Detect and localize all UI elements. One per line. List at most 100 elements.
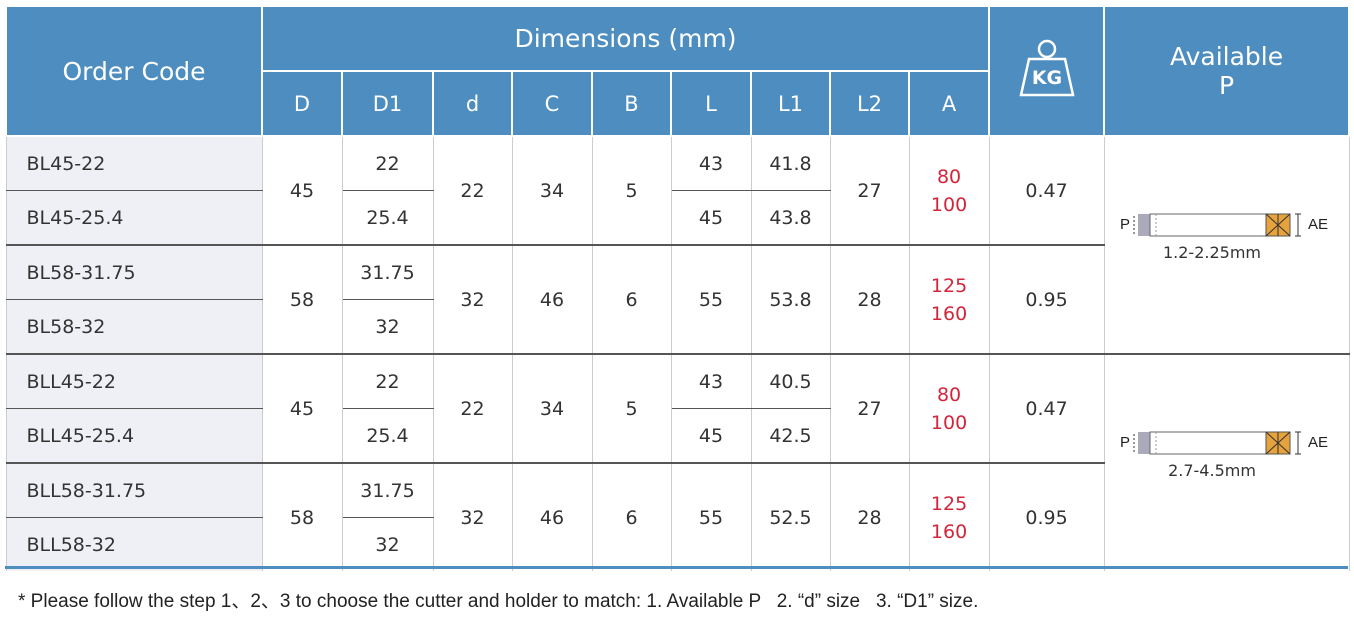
- a-value: 125: [930, 274, 968, 297]
- cell-kg: 0.47: [988, 353, 1105, 463]
- a-value: 160: [930, 520, 968, 543]
- p-label: P: [1120, 434, 1130, 451]
- a-value: 160: [930, 302, 968, 325]
- a-value: 100: [930, 193, 968, 216]
- cell-l: 43: [670, 136, 752, 191]
- cell-d1: 31.75: [341, 462, 434, 518]
- cell-d1: 31.75: [341, 244, 434, 300]
- order-code: BL58-31.75: [5, 244, 263, 300]
- order-code: BL45-22: [5, 136, 263, 191]
- column-header: L1: [750, 70, 831, 137]
- diagram-shape: [1265, 431, 1290, 454]
- cell-kg: 0.47: [988, 136, 1105, 245]
- cell-d1: 22: [341, 136, 434, 191]
- cell-d: 32: [432, 244, 513, 354]
- table-row: BL58-31.75 58 31.75 32 46 6 55 53.8 28 125 160 0.95: [5, 244, 1349, 354]
- diagram-shape: [1149, 431, 1285, 454]
- order-code: BL45-25.4: [5, 190, 263, 245]
- cell-l2: 27: [829, 353, 910, 463]
- cell-a: 125 160: [908, 462, 990, 571]
- a-value: 100: [930, 411, 968, 434]
- insert-diagram: P AE 2.7-4.5mm: [1120, 431, 1328, 480]
- cell-d1: 22: [341, 353, 434, 409]
- a-value: 80: [936, 383, 962, 406]
- header-available-p: Available P: [1103, 5, 1351, 137]
- cell-d: 22: [432, 353, 513, 463]
- weight-icon: KG: [1019, 39, 1075, 97]
- header-order-code: Order Code: [5, 5, 263, 137]
- cell-l1: 40.5: [750, 353, 831, 409]
- order-code: BLL45-22: [5, 353, 263, 409]
- cell-d1: 32: [341, 299, 434, 354]
- cell-l: 45: [670, 408, 752, 463]
- table-row: BL45-22 45 22 22 34 5 43 41.8 27 80 100 0.47 P AE 1.2-…: [5, 136, 1350, 354]
- cell-l1: 43.8: [750, 190, 831, 245]
- cell-d: 22: [432, 136, 513, 245]
- cell-l2: 28: [829, 462, 910, 571]
- cell-a: 80 100: [908, 136, 990, 245]
- diagram-shape: [1137, 213, 1150, 236]
- order-code: BLL58-31.75: [5, 462, 263, 518]
- cell-l1: 53.8: [750, 244, 831, 354]
- diagram-shape: [1149, 213, 1285, 236]
- range-label: 1.2-2.25mm: [1163, 243, 1261, 262]
- column-header: A: [907, 70, 991, 137]
- column-header: L: [670, 70, 752, 137]
- column-header: d: [432, 70, 513, 137]
- diagram-shape: [1137, 431, 1150, 454]
- cell-kg: 0.95: [988, 462, 1105, 571]
- table-row: BL58-32 32: [5, 299, 1349, 354]
- insert-diagram: P AE 1.2-2.25mm: [1120, 213, 1328, 262]
- cell-c: 46: [511, 462, 593, 571]
- cell-l: 55: [670, 462, 752, 571]
- cell-a: 80 100: [908, 353, 990, 463]
- diagram-shape: [1294, 213, 1301, 236]
- order-code: BL58-32: [5, 299, 263, 354]
- diagram-shape: [1265, 213, 1290, 236]
- a-value: 80: [936, 165, 962, 188]
- table-row: BL45-25.4 25.4 45 43.8: [5, 190, 1349, 245]
- cell-d: 45: [261, 136, 343, 245]
- bottom-rule: [5, 566, 1348, 569]
- spec-table: Order Code Dimensions (mm) KG Available …: [5, 5, 1351, 571]
- cell-a: 125 160: [908, 244, 990, 354]
- cell-l1: 52.5: [750, 462, 831, 571]
- cell-b: 5: [591, 136, 672, 245]
- range-label: 2.7-4.5mm: [1168, 461, 1256, 480]
- cell-l: 43: [670, 353, 752, 409]
- table-row: BLL58-31.75 58 31.75 32 46 6 55 52.5 28 125 160 0.9…: [5, 462, 1349, 571]
- ae-label: AE: [1308, 434, 1328, 451]
- column-header: B: [591, 70, 672, 137]
- cell-d: 32: [432, 462, 513, 571]
- cell-b: 5: [591, 353, 672, 463]
- weight-label: KG: [1031, 67, 1061, 89]
- column-header: L2: [829, 70, 910, 137]
- cell-l: 45: [670, 190, 752, 245]
- order-code: BLL58-32: [5, 517, 263, 571]
- cell-kg: 0.95: [988, 244, 1105, 354]
- header-dimensions: Dimensions (mm): [260, 5, 991, 72]
- cell-l2: 27: [829, 136, 910, 245]
- diagram-shape: [1294, 431, 1301, 454]
- cell-d1: 25.4: [341, 408, 434, 463]
- cell-l2: 28: [829, 244, 910, 354]
- cell-l1: 42.5: [750, 408, 831, 463]
- cell-d1: 25.4: [341, 190, 434, 245]
- cell-d1: 32: [341, 517, 434, 571]
- cell-b: 6: [591, 244, 672, 354]
- diagram-cell: P AE 2.7-4.5mm: [1103, 353, 1350, 571]
- cell-c: 34: [511, 136, 593, 245]
- cell-l1: 41.8: [750, 136, 831, 191]
- ae-label: AE: [1308, 216, 1328, 233]
- cell-d: 58: [261, 462, 343, 571]
- header-weight: KG: [988, 5, 1106, 137]
- a-value: 125: [930, 492, 968, 515]
- footnote: * Please follow the step 1、2、3 to choose…: [18, 591, 979, 612]
- table-row: BLL58-32 32: [5, 517, 1349, 571]
- diagram-cell: P AE 1.2-2.25mm: [1103, 136, 1350, 354]
- table-row: BLL45-25.4 25.4 45 42.5: [5, 408, 1349, 463]
- table-row: BLL45-22 45 22 22 34 5 43 40.5 27 80 100 0.47 P AE 2.7…: [5, 353, 1350, 571]
- order-code: BLL45-25.4: [5, 408, 263, 463]
- cell-d: 45: [261, 353, 343, 463]
